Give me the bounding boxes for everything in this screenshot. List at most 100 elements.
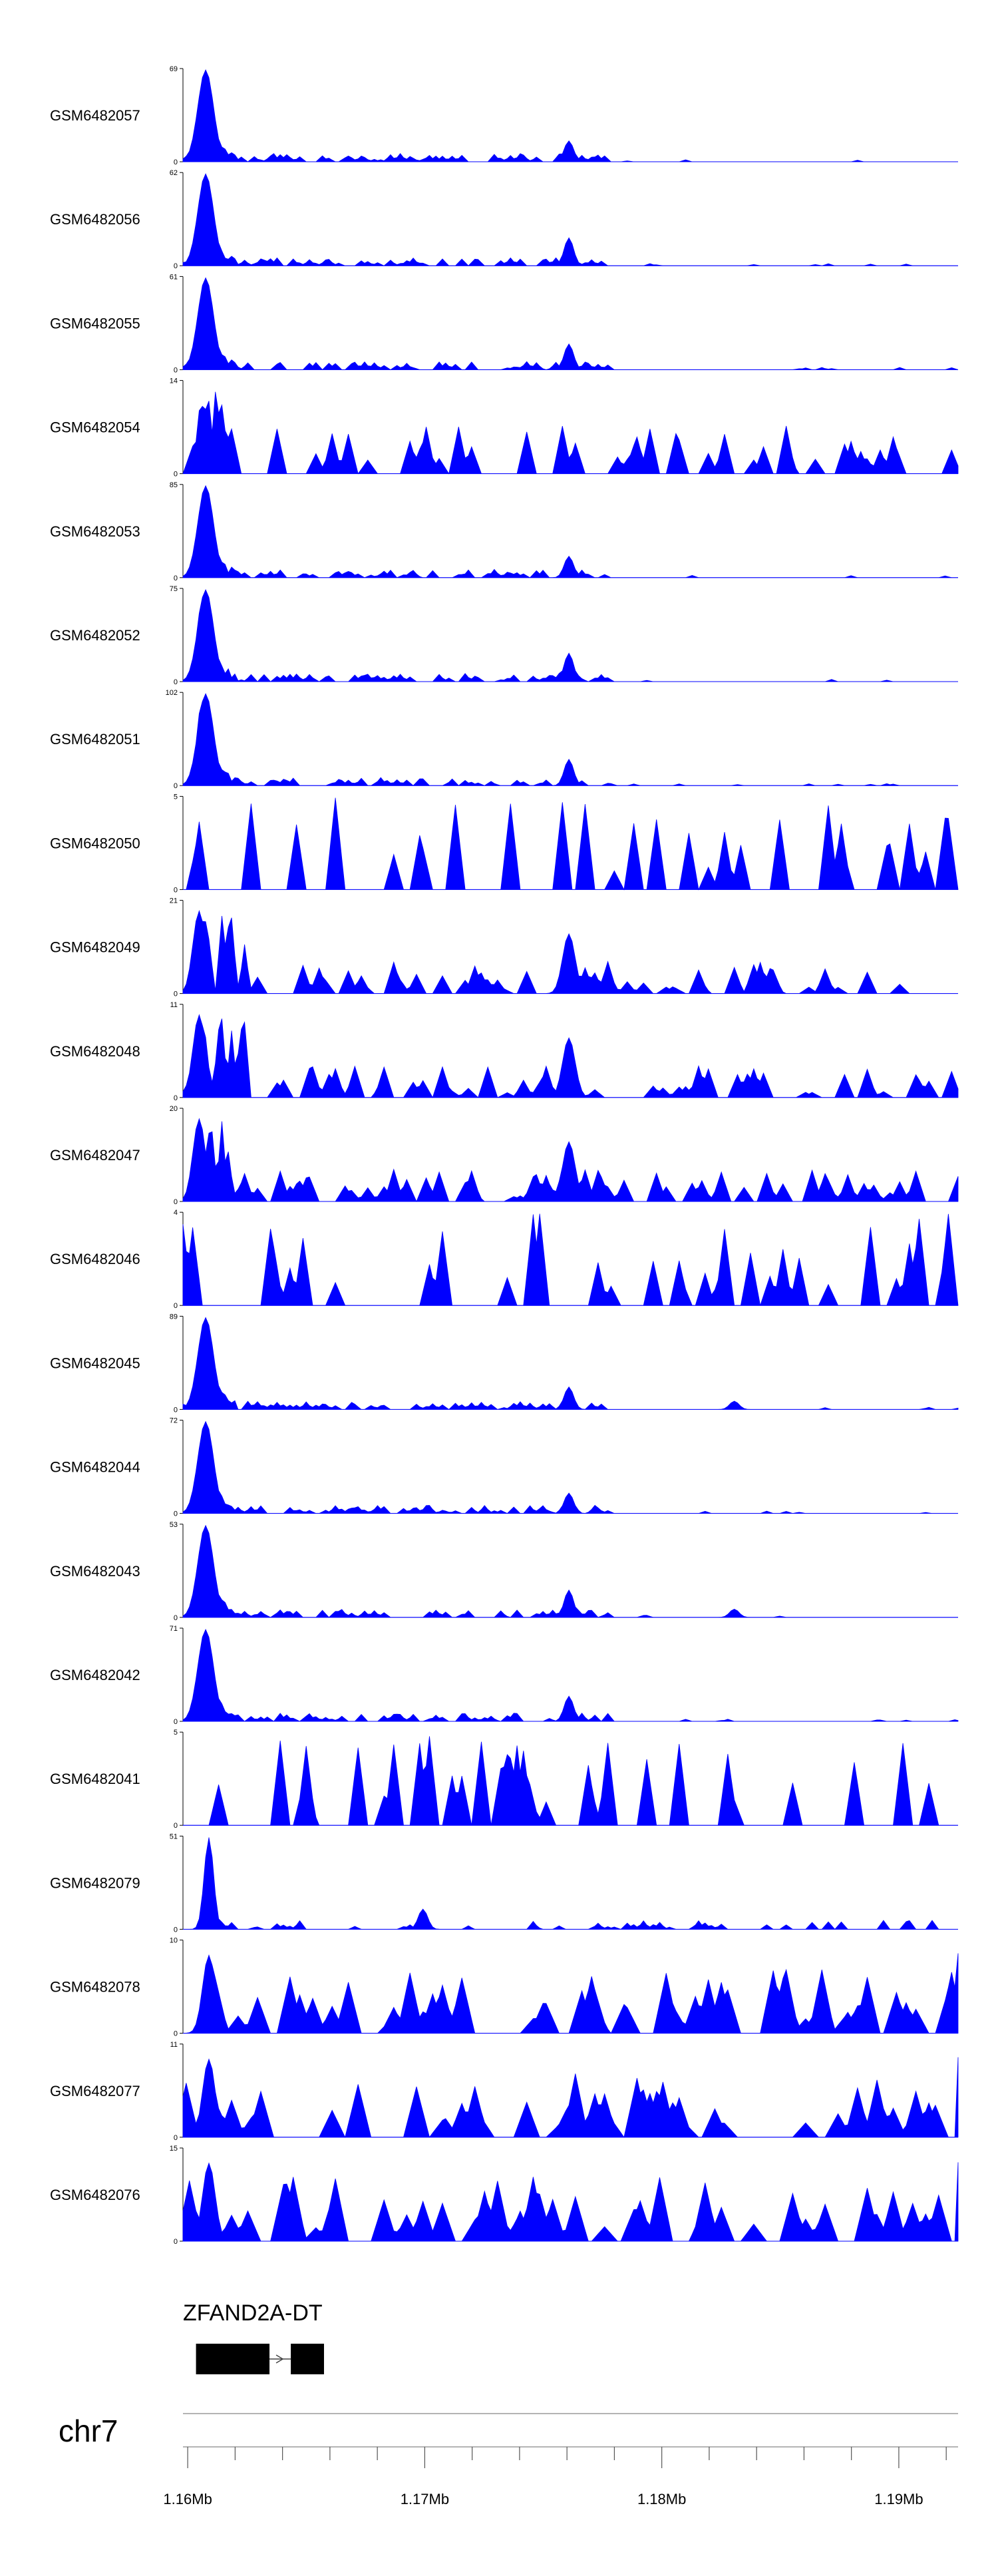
- y-zero-label: 0: [174, 1302, 178, 1310]
- y-zero-label: 0: [174, 2238, 178, 2246]
- x-tick-label: 1.19Mb: [874, 2491, 923, 2507]
- x-tick-label: 1.17Mb: [401, 2491, 449, 2507]
- track-GSM6482078: GSM6482078 10 0: [50, 1937, 959, 2038]
- y-zero-label: 0: [174, 1718, 178, 1726]
- y-max-label: 5: [174, 793, 178, 801]
- track-GSM6482047: GSM6482047 20 0: [50, 1105, 959, 1206]
- y-zero-label: 0: [174, 782, 178, 790]
- track-label: GSM6482052: [50, 627, 140, 644]
- signal-area: [182, 1317, 959, 1410]
- track-label: GSM6482076: [50, 2187, 140, 2203]
- y-max-label: 53: [170, 1521, 178, 1529]
- track-label: GSM6482047: [50, 1147, 140, 1164]
- signal-area: [182, 1524, 958, 1618]
- track-GSM6482043: GSM6482043 53 0: [50, 1521, 958, 1622]
- y-zero-label: 0: [174, 1822, 178, 1830]
- y-max-label: 15: [170, 2145, 178, 2153]
- y-max-label: 89: [170, 1313, 178, 1321]
- track-label: GSM6482043: [50, 1563, 140, 1580]
- y-max-label: 75: [170, 585, 178, 593]
- y-max-label: 4: [174, 1209, 178, 1217]
- signal-area: [183, 1736, 958, 1826]
- track-GSM6482050: GSM6482050 5 0: [50, 793, 959, 894]
- track-GSM6482054: GSM6482054 14 0: [50, 377, 959, 479]
- track-GSM6482044: GSM6482044 72 0: [50, 1417, 958, 1518]
- signal-area: [182, 173, 958, 266]
- y-max-label: 51: [170, 1832, 178, 1840]
- track-GSM6482055: GSM6482055 61 0: [50, 273, 959, 374]
- chromosome-label: chr7: [59, 2414, 118, 2448]
- signal-area: [182, 588, 958, 682]
- track-label: GSM6482045: [50, 1355, 140, 1371]
- y-max-label: 14: [170, 377, 178, 385]
- y-max-label: 85: [170, 481, 178, 489]
- genomic-axis: chr7 1.16Mb 1.17Mb 1.18Mb 1.19Mb: [59, 2413, 958, 2507]
- gene-label: ZFAND2A-DT: [183, 2300, 323, 2326]
- signal-area: [183, 797, 959, 891]
- track-label: GSM6482056: [50, 211, 140, 228]
- gene-exon-2: [291, 2344, 324, 2374]
- track-GSM6482056: GSM6482056 62 0: [50, 169, 958, 270]
- y-max-label: 21: [170, 897, 178, 905]
- y-zero-label: 0: [174, 158, 178, 166]
- signal-area: [183, 1837, 958, 1930]
- signal-area: [182, 69, 958, 162]
- track-GSM6482049: GSM6482049 21 0: [50, 897, 958, 998]
- x-tick-label: 1.18Mb: [637, 2491, 686, 2507]
- track-label: GSM6482051: [50, 731, 140, 748]
- track-label: GSM6482046: [50, 1251, 140, 1267]
- track-label: GSM6482055: [50, 315, 140, 331]
- y-zero-label: 0: [174, 262, 178, 270]
- y-max-label: 72: [170, 1417, 178, 1425]
- track-GSM6482048: GSM6482048 11 0: [50, 1001, 959, 1102]
- y-max-label: 62: [170, 169, 178, 177]
- track-GSM6482045: GSM6482045 89 0: [50, 1313, 959, 1414]
- y-zero-label: 0: [174, 1926, 178, 1934]
- y-zero-label: 0: [174, 990, 178, 998]
- track-GSM6482079: GSM6482079 51 0: [50, 1832, 958, 1934]
- track-label: GSM6482054: [50, 419, 140, 436]
- y-zero-label: 0: [174, 1614, 178, 1622]
- y-zero-label: 0: [174, 2030, 178, 2038]
- signal-area: [182, 2057, 959, 2138]
- y-zero-label: 0: [174, 1406, 178, 1414]
- track-GSM6482053: GSM6482053 85 0: [50, 481, 958, 582]
- signal-area: [182, 1953, 959, 2034]
- y-zero-label: 0: [174, 1510, 178, 1518]
- track-label: GSM6482050: [50, 835, 140, 851]
- y-zero-label: 0: [174, 1094, 178, 1102]
- signal-area: [182, 1628, 959, 1722]
- signal-area: [182, 693, 958, 786]
- signal-area: [182, 277, 959, 370]
- signal-area: [182, 910, 958, 994]
- y-max-label: 11: [170, 2041, 178, 2049]
- signal-area: [182, 1014, 959, 1098]
- track-label: GSM6482079: [50, 1874, 140, 1891]
- track-GSM6482051: GSM6482051 102 0: [50, 689, 958, 790]
- track-GSM6482052: GSM6482052 75 0: [50, 585, 958, 686]
- track-label: GSM6482053: [50, 523, 140, 540]
- y-max-label: 71: [170, 1625, 178, 1633]
- gene-exon-1: [196, 2344, 270, 2374]
- signal-area: [182, 391, 959, 475]
- track-GSM6482046: GSM6482046 4 0: [50, 1209, 959, 1310]
- signal-area: [182, 1420, 958, 1514]
- track-label: GSM6482057: [50, 107, 140, 124]
- y-max-label: 69: [170, 65, 178, 73]
- x-tick-label: 1.16Mb: [163, 2491, 212, 2507]
- y-zero-label: 0: [174, 1198, 178, 1206]
- strand-arrow-icon: [275, 2354, 284, 2364]
- signal-tracks: GSM6482057690GSM6482056620GSM6482055610G…: [50, 65, 959, 2246]
- gene-annotation: ZFAND2A-DT: [183, 2300, 324, 2374]
- track-GSM6482077: GSM6482077 11 0: [50, 2041, 959, 2142]
- y-max-label: 61: [170, 273, 178, 281]
- track-label: GSM6482042: [50, 1667, 140, 1683]
- track-label: GSM6482078: [50, 1979, 140, 1996]
- track-label: GSM6482049: [50, 939, 140, 956]
- signal-area: [182, 485, 958, 578]
- track-label: GSM6482041: [50, 1771, 140, 1787]
- track-GSM6482041: GSM6482041 5 0: [50, 1729, 958, 1830]
- y-zero-label: 0: [174, 366, 178, 374]
- y-max-label: 102: [166, 689, 178, 697]
